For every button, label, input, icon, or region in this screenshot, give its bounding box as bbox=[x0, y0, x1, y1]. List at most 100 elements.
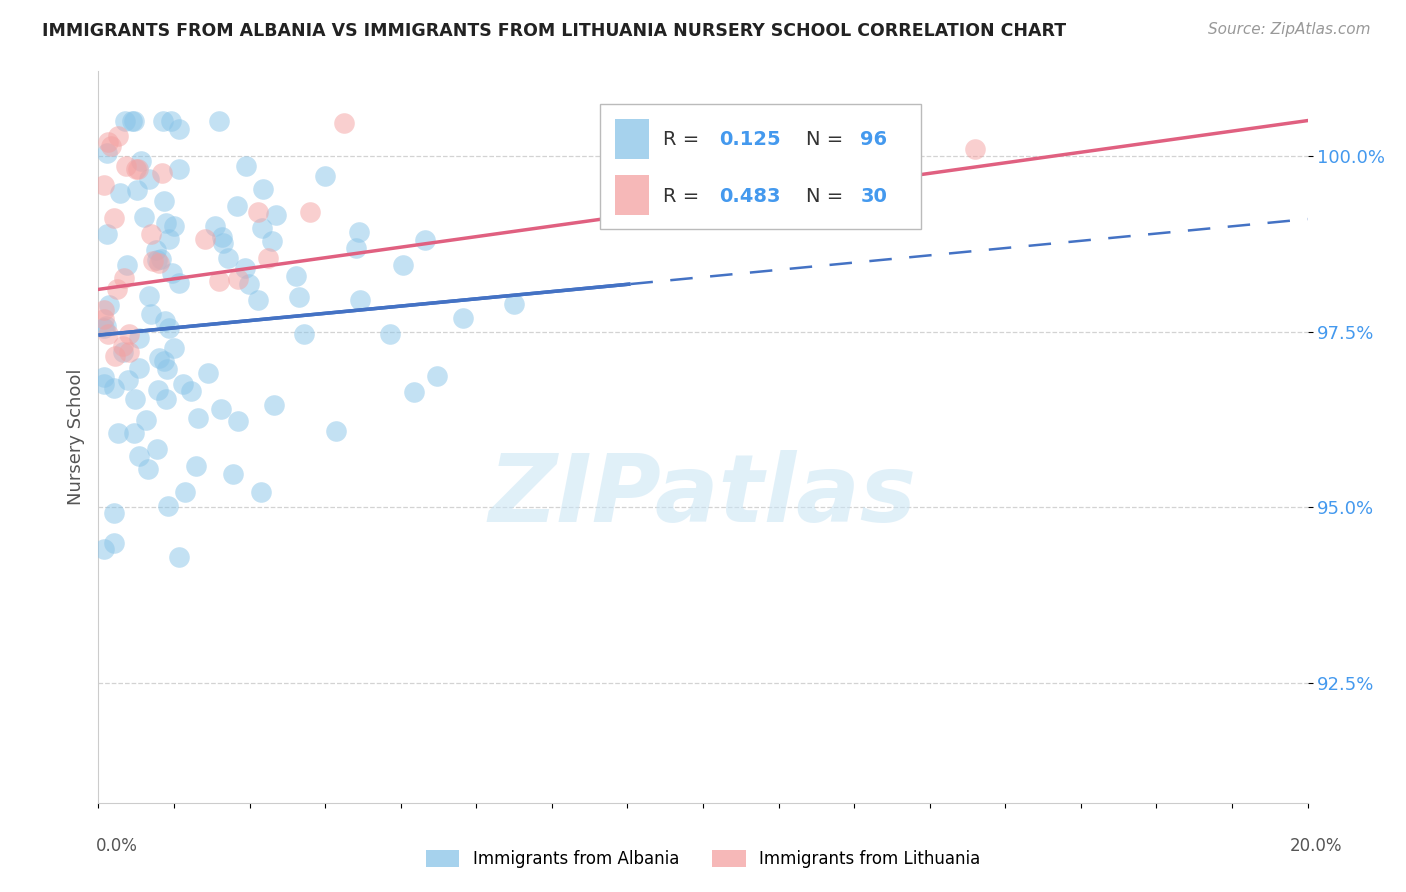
Point bbox=[128, 361, 150, 376]
FancyBboxPatch shape bbox=[614, 175, 648, 216]
Point bbox=[111, 339, 134, 353]
Point bbox=[314, 169, 336, 183]
Text: N =: N = bbox=[806, 130, 849, 149]
Point bbox=[105, 282, 128, 296]
Text: 0.125: 0.125 bbox=[718, 130, 780, 149]
Point bbox=[97, 327, 120, 342]
Point bbox=[167, 162, 190, 177]
Point bbox=[96, 227, 118, 241]
Point bbox=[121, 113, 143, 128]
Point bbox=[112, 271, 135, 285]
Point bbox=[155, 216, 177, 230]
Point bbox=[156, 499, 179, 513]
Point bbox=[263, 398, 285, 412]
Point bbox=[209, 401, 232, 416]
Text: 20.0%: 20.0% bbox=[1291, 837, 1343, 855]
Point bbox=[94, 319, 117, 334]
Point bbox=[93, 321, 115, 335]
Point bbox=[155, 314, 177, 328]
Point bbox=[93, 377, 115, 392]
Text: 0.0%: 0.0% bbox=[96, 837, 138, 855]
Point bbox=[226, 414, 249, 428]
Point bbox=[212, 236, 235, 251]
Point bbox=[136, 462, 159, 476]
Point bbox=[208, 113, 231, 128]
Point bbox=[117, 373, 139, 387]
Point bbox=[125, 161, 148, 176]
Point bbox=[114, 159, 136, 173]
Point bbox=[965, 142, 987, 156]
Point bbox=[129, 153, 152, 168]
Point bbox=[404, 385, 426, 400]
Point bbox=[146, 383, 169, 397]
Point bbox=[217, 251, 239, 265]
Point bbox=[93, 369, 115, 384]
Point bbox=[103, 536, 125, 550]
Point bbox=[115, 258, 138, 272]
Point bbox=[148, 256, 170, 270]
Point bbox=[159, 113, 181, 128]
Point bbox=[298, 205, 321, 219]
Point bbox=[122, 113, 145, 128]
Point bbox=[426, 369, 449, 384]
Point bbox=[97, 135, 120, 149]
Point bbox=[93, 312, 115, 326]
Point bbox=[238, 277, 260, 291]
Point bbox=[108, 186, 131, 201]
Point bbox=[150, 166, 173, 180]
Point bbox=[288, 290, 311, 304]
Point bbox=[186, 458, 208, 473]
Point bbox=[118, 344, 141, 359]
Point bbox=[97, 298, 120, 312]
Point bbox=[264, 208, 287, 222]
Point bbox=[148, 351, 170, 365]
Point bbox=[349, 225, 371, 239]
Point bbox=[187, 410, 209, 425]
Point bbox=[197, 366, 219, 380]
Point bbox=[139, 307, 162, 321]
Point bbox=[153, 194, 176, 209]
Point bbox=[222, 467, 245, 482]
Point bbox=[249, 485, 271, 500]
Point bbox=[138, 172, 160, 186]
Text: R =: R = bbox=[664, 187, 706, 206]
Point bbox=[160, 266, 183, 280]
Point bbox=[93, 541, 115, 556]
Point bbox=[103, 381, 125, 395]
Point bbox=[103, 211, 125, 226]
Point bbox=[127, 183, 149, 197]
Text: N =: N = bbox=[806, 187, 849, 206]
Point bbox=[157, 320, 180, 334]
Point bbox=[344, 241, 367, 255]
Point bbox=[152, 113, 174, 128]
Point bbox=[180, 384, 202, 398]
Point bbox=[349, 293, 371, 308]
Point bbox=[145, 244, 167, 258]
Point bbox=[122, 426, 145, 441]
Point bbox=[153, 354, 176, 368]
FancyBboxPatch shape bbox=[614, 119, 648, 159]
Point bbox=[114, 113, 136, 128]
Point bbox=[252, 182, 274, 196]
Point bbox=[150, 252, 173, 266]
Point bbox=[246, 293, 269, 307]
Point bbox=[128, 331, 150, 345]
Point bbox=[378, 326, 401, 341]
Point bbox=[640, 186, 662, 200]
Point bbox=[145, 442, 167, 456]
Point bbox=[225, 199, 247, 213]
Point bbox=[107, 129, 129, 144]
Point bbox=[413, 233, 436, 247]
Point bbox=[235, 260, 257, 275]
Point bbox=[194, 232, 217, 246]
Point bbox=[167, 277, 190, 291]
Point bbox=[208, 274, 231, 288]
Legend: Immigrants from Albania, Immigrants from Lithuania: Immigrants from Albania, Immigrants from… bbox=[419, 843, 987, 875]
Point bbox=[100, 138, 122, 153]
Point bbox=[257, 251, 280, 265]
Point bbox=[172, 377, 194, 392]
Point bbox=[145, 252, 167, 267]
Point bbox=[141, 227, 163, 242]
Point bbox=[226, 272, 249, 286]
Point bbox=[155, 392, 177, 407]
